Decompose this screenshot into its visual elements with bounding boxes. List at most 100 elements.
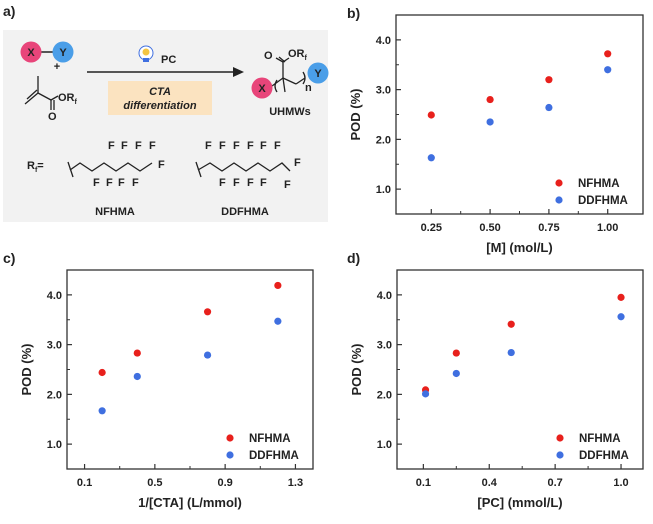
chart-b: b) 1.0 2.0 3.0 4.0 0.25 0.50 0.75 1.00 [M] (mol/… (347, 5, 644, 255)
fluorine-atom-label: F (233, 177, 240, 189)
fluorine-atom-label: F (260, 177, 267, 189)
x-tick-label: 1.0 (613, 477, 628, 489)
data-point-ddfhma (452, 369, 460, 378)
y-tick-label: 3.0 (376, 85, 391, 97)
fluorine-atom-label: F (108, 140, 115, 152)
data-point-nfhma (203, 308, 212, 316)
x-group-label: X (27, 47, 35, 59)
data-point-nfhma (604, 50, 612, 58)
panel-a-scheme: a) X Y + O ORf PC CTA differ (3, 3, 329, 222)
data-point-nfhma (452, 349, 460, 357)
data-point-nfhma (507, 320, 515, 328)
monomer-carbonyl-o: O (48, 111, 57, 123)
product-y-label: Y (314, 68, 322, 80)
y-axis-label: POD (%) (19, 344, 34, 396)
fluorine-atom-label: F (219, 140, 226, 152)
product-y-circle (307, 62, 329, 84)
plus-sign: + (54, 61, 60, 73)
data-point-ddfhma (507, 348, 515, 357)
fluorine-atom-label: F (284, 179, 291, 191)
y-tick-label: 3.0 (377, 340, 392, 352)
data-point-nfhma (274, 281, 282, 290)
fluorine-atom-label: F (106, 177, 113, 189)
y-group-label: Y (59, 47, 67, 59)
repeat-unit-n: n (305, 82, 312, 94)
x-tick-label: 0.75 (538, 222, 559, 234)
monomer-structure (24, 76, 59, 110)
data-point-ddfhma (203, 351, 212, 359)
legend-marker (226, 451, 234, 459)
x-axis-label: [M] (mol/L) (486, 240, 552, 255)
fluorine-atom-label: F (149, 140, 156, 152)
panel-label-a: a) (3, 3, 15, 19)
panel-label-c: c) (3, 250, 15, 266)
legend-label: DDFHMA (578, 195, 628, 207)
arrow-head-icon (233, 67, 244, 77)
legend-marker (555, 196, 563, 204)
fluorine-atom-label: F (118, 177, 125, 189)
fluorine-atom-label: F (219, 177, 226, 189)
data-point-nfhma (133, 349, 141, 357)
nfhma-structure (67, 161, 153, 178)
fluorine-atom-label: F (205, 140, 212, 152)
lightbulb-icon (138, 45, 154, 62)
y-tick-label: 1.0 (377, 439, 392, 451)
product-x-circle (251, 77, 273, 99)
fluorine-atom-label: F (158, 159, 165, 171)
panel-label-d: d) (347, 250, 360, 266)
product-label: UHMWs (269, 106, 311, 118)
data-point-ddfhma (617, 313, 625, 321)
data-point-ddfhma (604, 66, 612, 74)
x-tick-label: 0.1 (416, 477, 431, 489)
legend-label: DDFHMA (249, 450, 299, 462)
rf-label: Rf= (27, 160, 44, 174)
ddfhma-structure (195, 161, 291, 178)
product-ester-group: ORf (288, 48, 308, 62)
product-carbonyl-o: O (264, 50, 273, 62)
cta-box (108, 81, 212, 115)
chart-c: c) 1.0 2.0 3.0 4.0 0.1 0.5 0.9 1.3 1/[CTA] (L/mm… (3, 250, 314, 510)
legend-marker (556, 451, 564, 459)
product-x-label: X (258, 83, 266, 95)
y-tick-label: 2.0 (376, 134, 391, 146)
x-tick-label: 0.25 (421, 222, 442, 234)
x-tick-label: 0.1 (77, 477, 92, 489)
x-axis-label: 1/[CTA] (L/mmol) (138, 495, 242, 510)
legend-label: NFHMA (579, 433, 621, 445)
chart-d: d) 1.0 2.0 3.0 4.0 0.1 0.4 0.7 1.0 [PC] (mmol/L)… (347, 250, 644, 510)
legend-label: NFHMA (249, 433, 291, 445)
y-tick-label: 1.0 (47, 439, 62, 451)
y-axis-label: POD (%) (349, 344, 364, 396)
data-point-ddfhma (486, 118, 494, 126)
fluorine-atom-label: F (132, 177, 139, 189)
data-point-ddfhma (98, 407, 106, 415)
legend-marker (556, 434, 564, 442)
y-tick-label: 4.0 (47, 290, 62, 302)
fluorine-atom-label: F (294, 157, 301, 169)
fluorine-atom-label: F (274, 140, 281, 152)
y-axis-label: POD (%) (348, 89, 363, 141)
data-point-ddfhma (421, 390, 430, 398)
fluorine-atom-label: F (247, 177, 254, 189)
x-tick-label: 0.9 (217, 477, 232, 489)
panel-label-b: b) (347, 5, 360, 21)
data-point-nfhma (98, 368, 106, 377)
data-point-nfhma (617, 293, 625, 301)
scheme-background (3, 30, 328, 222)
legend-marker (226, 434, 234, 442)
nfhma-label: NFHMA (95, 206, 135, 218)
x-tick-label: 0.7 (547, 477, 562, 489)
data-point-ddfhma (545, 103, 553, 112)
ddfhma-label: DDFHMA (221, 206, 269, 218)
x-tick-label: 1.00 (597, 222, 618, 234)
cta-box-line2: differentiation (123, 100, 196, 112)
catalyst-label: PC (161, 54, 176, 66)
x-group-circle (20, 41, 42, 63)
product-structure (271, 56, 306, 93)
legend-label: NFHMA (578, 178, 620, 190)
y-tick-label: 1.0 (376, 184, 391, 196)
legend-label: DDFHMA (579, 450, 629, 462)
monomer-ester-group: ORf (58, 92, 78, 106)
